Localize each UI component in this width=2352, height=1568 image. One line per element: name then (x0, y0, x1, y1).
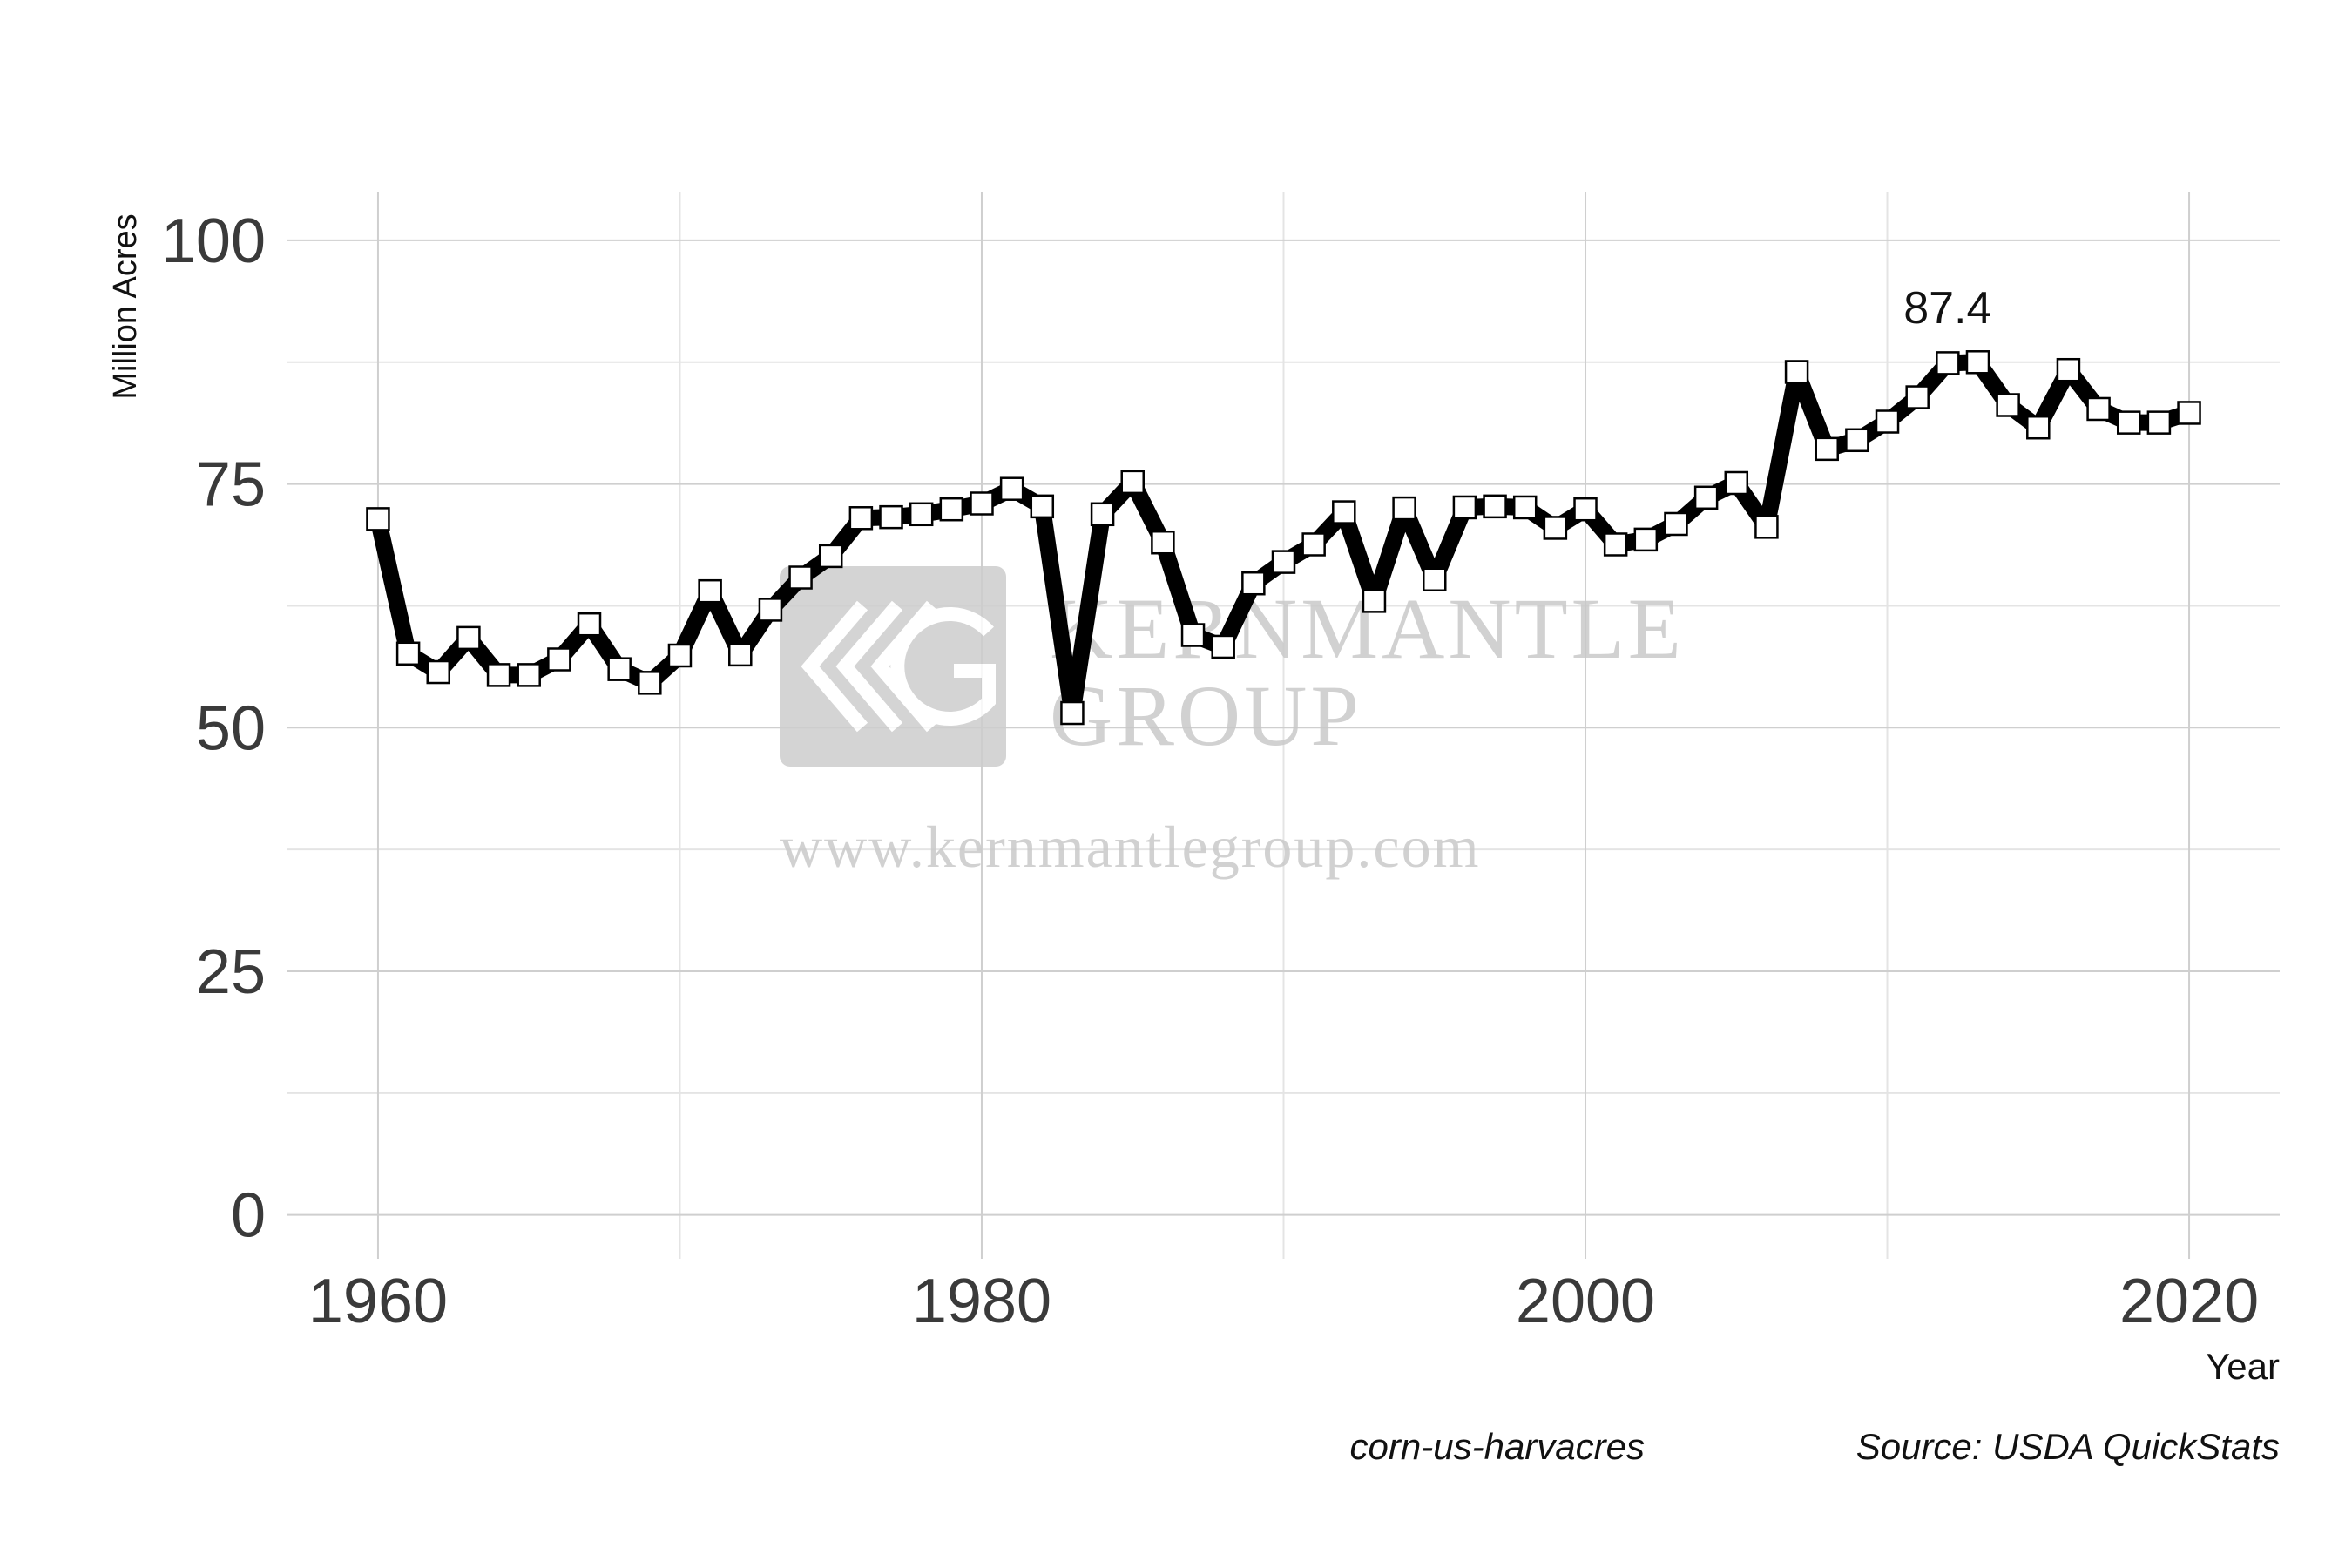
data-point-marker (456, 625, 481, 651)
x-tick-label: 2020 (2119, 1267, 2259, 1336)
data-point-marker (2026, 415, 2051, 440)
data-point-marker (1332, 500, 1356, 524)
data-point-marker (1452, 495, 1477, 520)
annotation-label: 87.4 (1903, 283, 1991, 334)
data-point-marker (1271, 550, 1296, 574)
data-point-marker (426, 659, 451, 685)
data-point-marker (2086, 396, 2111, 422)
data-point-marker (667, 643, 693, 668)
data-point-marker (1512, 495, 1538, 520)
data-point-marker (1996, 393, 2020, 417)
data-point-marker (1754, 515, 1779, 539)
watermark-url: www.kernmantlegroup.com (780, 814, 1481, 880)
data-point-marker (1030, 494, 1055, 519)
data-point-marker (1875, 409, 1900, 434)
data-point-marker (547, 647, 571, 672)
data-point-marker (848, 506, 874, 531)
watermark-line2: GROUP (1050, 667, 1362, 764)
y-tick-label: 50 (196, 693, 266, 763)
data-point-marker (698, 578, 722, 604)
data-point-marker (999, 476, 1024, 501)
data-point-marker (1483, 494, 1507, 519)
data-point-marker (1603, 532, 1628, 557)
data-point-marker (2177, 401, 2201, 425)
x-tick-label: 2000 (1516, 1267, 1655, 1336)
x-axis-title: Year (2206, 1346, 2280, 1387)
x-tick-label: 1960 (308, 1267, 448, 1336)
data-point-marker (638, 671, 662, 695)
data-point-marker (1573, 497, 1598, 522)
data-point-marker (1301, 532, 1326, 557)
data-point-marker (1936, 351, 1960, 375)
data-point-marker (1543, 516, 1568, 540)
caption-chart-id: corn-us-harvacres (1350, 1426, 1645, 1467)
data-point-marker (1845, 428, 1869, 453)
data-point-marker (1060, 700, 1085, 726)
data-point-marker (788, 565, 813, 590)
y-tick-label: 75 (196, 450, 266, 520)
data-point-marker (1815, 436, 1839, 462)
caption-source: Source: USDA QuickStats (1856, 1426, 2280, 1467)
data-point-marker (1090, 502, 1115, 527)
data-point-marker (879, 504, 903, 530)
tick-labels: 0 25 50 75 100 1960 1980 2000 2020 (161, 206, 2259, 1336)
data-point-marker (366, 507, 390, 531)
data-point-marker (607, 657, 632, 681)
data-point-marker (939, 497, 964, 522)
data-point-marker (1120, 470, 1145, 495)
y-tick-label: 100 (161, 206, 266, 276)
data-point-marker (2146, 410, 2172, 435)
data-point-marker (1423, 567, 1447, 592)
data-point-marker (486, 663, 511, 687)
data-point-marker (1965, 350, 1990, 375)
data-point-marker (1151, 530, 1175, 555)
data-point-marker (1905, 385, 1930, 409)
watermark-logo-chevrons-icon (801, 600, 996, 733)
data-point-marker (909, 502, 934, 527)
data-point-marker (2056, 357, 2081, 382)
data-point-marker (1633, 527, 1659, 552)
marker-layer (366, 350, 2201, 726)
data-point-marker (818, 544, 843, 569)
data-point-marker (970, 491, 994, 516)
data-point-marker (1392, 496, 1416, 521)
data-point-marker (1664, 511, 1688, 537)
x-tick-label: 1980 (912, 1267, 1051, 1336)
data-point-marker (1180, 623, 1206, 647)
data-point-marker (1362, 589, 1387, 613)
data-point-marker (1211, 634, 1235, 659)
data-point-marker (395, 641, 421, 666)
y-tick-label: 0 (231, 1181, 266, 1251)
y-axis-title: Million Acres (107, 213, 144, 399)
data-point-marker (577, 612, 602, 637)
data-point-marker (758, 598, 783, 622)
data-point-marker (1724, 470, 1749, 496)
data-point-marker (728, 642, 753, 667)
data-point-marker (1784, 360, 1809, 384)
y-tick-label: 25 (196, 937, 266, 1007)
data-point-marker (2116, 410, 2141, 435)
data-point-marker (1693, 485, 1719, 510)
data-point-marker (517, 663, 541, 687)
data-point-marker (1241, 571, 1266, 596)
